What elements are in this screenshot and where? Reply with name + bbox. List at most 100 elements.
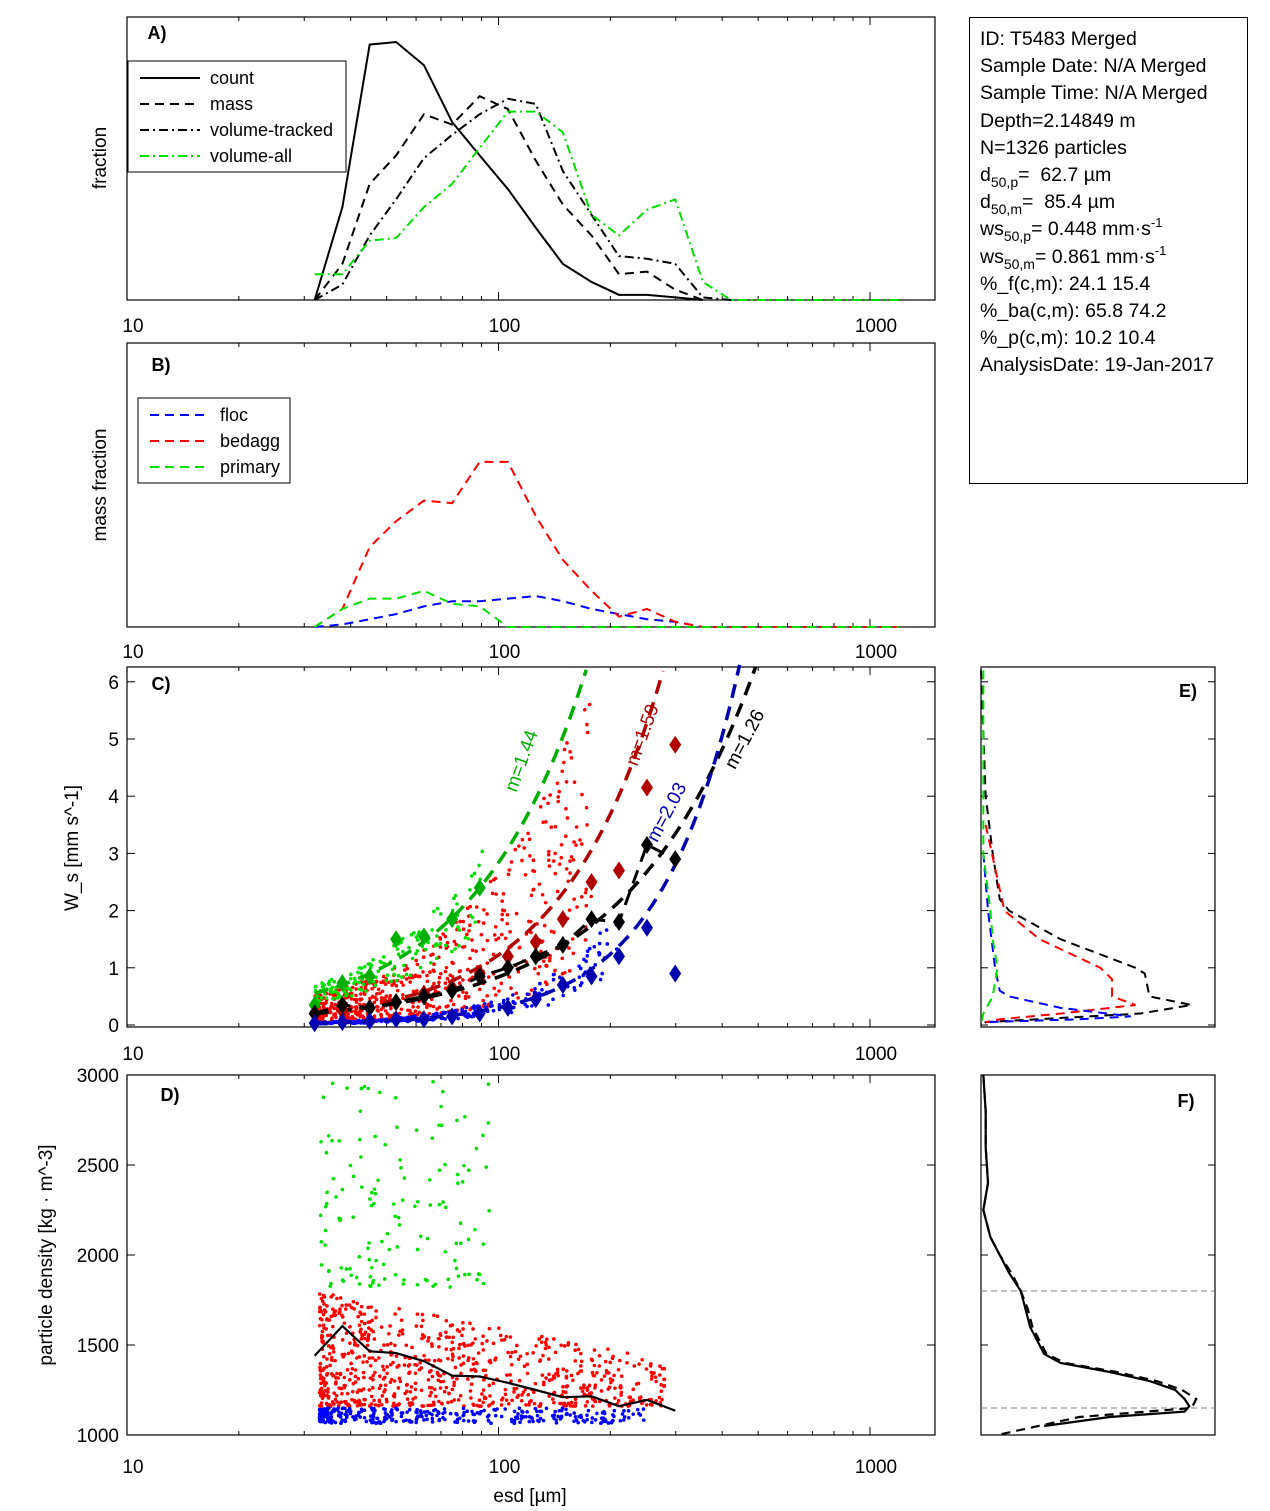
scatter-point [525,1371,530,1376]
scatter-point [375,1004,379,1009]
scatter-point [443,1017,447,1021]
scatter-point [510,1398,514,1403]
scatter-point [357,980,362,985]
scatter-point [573,1404,578,1408]
scatter-point [353,1374,358,1379]
scatter-point [466,1358,470,1363]
scatter-point [359,1327,363,1332]
scatter-point [459,1241,463,1246]
scatter-point [439,1104,443,1109]
scatter-point [332,1402,336,1406]
scatter-point [470,938,474,942]
scatter-point [407,1370,412,1375]
scatter-point [585,730,590,735]
scatter-point [553,824,558,829]
density-profile-line [982,1074,1198,1437]
scatter-point [429,960,433,965]
scatter-point [394,978,399,983]
scatter-point [562,1401,567,1406]
scatter-point [320,1334,325,1339]
scatter-point [474,1146,479,1151]
scatter-point [533,986,537,991]
scatter-point [547,864,552,868]
scatter-point [450,1340,455,1345]
scatter-point [488,879,493,884]
scatter-point [613,1396,617,1400]
panel-label: D) [161,1085,180,1105]
scatter-point [364,989,368,993]
scatter-point [517,1378,522,1383]
scatter-point [335,996,339,1000]
scatter-point [346,1351,351,1356]
scatter-point [381,1262,386,1267]
scatter-point [451,1002,456,1007]
scatter-point [521,1390,526,1394]
scatter-point [568,1413,572,1417]
scatter-point [578,966,583,971]
median-diamond [585,873,598,891]
scatter-point [552,1413,557,1417]
scatter-point [388,1324,392,1328]
scatter-point [527,1419,532,1424]
scatter-point [453,1365,458,1370]
scatter-point [547,958,552,963]
scatter-point [520,837,525,842]
scatter-point [612,1408,617,1413]
fit-curve [314,664,742,1026]
scatter-point [378,1383,383,1388]
scatter-point [553,871,558,876]
scatter-point [319,1404,324,1408]
scatter-point [389,979,393,984]
scatter-point [546,1357,551,1361]
scatter-point [499,932,504,937]
scatter-point [390,967,395,972]
scatter-point [590,1420,594,1425]
scatter-point [520,1410,525,1414]
scatter-point [427,1358,431,1362]
scatter-point [473,1337,478,1341]
scatter-point [481,1348,486,1352]
scatter-point [456,1016,460,1021]
info-box: ID: T5483 Merged Sample Date: N/A Merged S… [969,17,1248,484]
scatter-point [585,1413,589,1418]
scatter-point [461,1418,466,1423]
scatter-point [350,1015,354,1020]
scatter-point [391,1360,395,1365]
scatter-point [385,1343,390,1347]
median-diamond [556,975,569,994]
scatter-point [391,1394,396,1398]
scatter-point [408,980,413,984]
scatter-point [607,1371,611,1375]
scatter-point [374,1315,378,1320]
scatter-point [481,1400,486,1405]
scatter-point [397,1223,402,1227]
scatter-point [409,1385,414,1389]
scatter-point [538,1416,543,1421]
scatter-point [356,1020,361,1024]
scatter-point [402,963,406,968]
scatter-point [413,1381,418,1386]
scatter-point [362,1354,367,1358]
scatter-point [421,955,426,960]
scatter-point [560,956,565,961]
scatter-point [585,1400,590,1404]
scatter-point [463,1115,467,1119]
scatter-point [397,1363,401,1368]
scatter-point [662,1384,666,1389]
scatter-point [404,977,409,981]
median-diamond [501,998,514,1017]
scatter-point [520,1393,524,1397]
scatter-point [527,837,532,842]
scatter-point [448,1285,452,1289]
scatter-point [553,1409,557,1414]
scatter-point [591,1404,595,1408]
scatter-point [470,915,475,920]
scatter-point [528,919,533,924]
scatter-point [508,1354,513,1359]
scatter-point [457,944,461,948]
scatter-point [457,1329,462,1334]
scatter-point [332,1006,337,1011]
scatter-point [572,897,576,901]
scatter-point [366,1326,371,1330]
scatter-point [529,1415,534,1420]
